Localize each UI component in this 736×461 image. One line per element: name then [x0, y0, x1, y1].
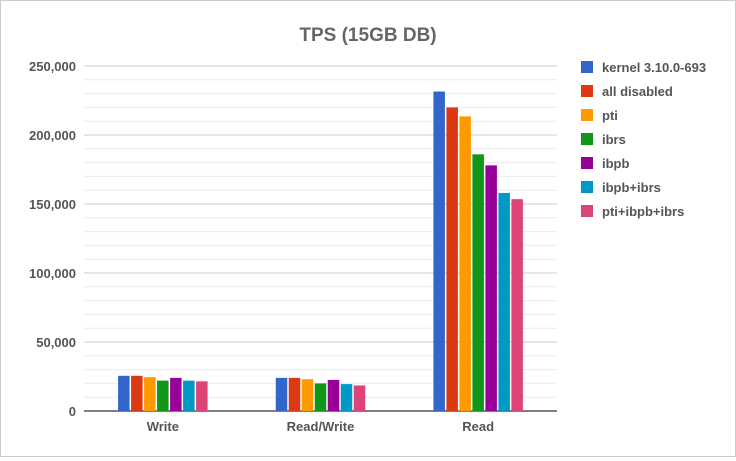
- legend-swatch: [581, 157, 593, 169]
- y-tick-label: 200,000: [29, 128, 76, 143]
- legend-label: kernel 3.10.0-693: [602, 60, 706, 75]
- bar: [183, 380, 195, 411]
- y-tick-label: 100,000: [29, 266, 76, 281]
- legend-swatch: [581, 109, 593, 121]
- bar: [275, 377, 288, 411]
- bar: [131, 375, 143, 411]
- legend-label: ibpb: [602, 156, 629, 171]
- bar: [459, 116, 471, 412]
- bar: [144, 377, 156, 411]
- legend-label: ibrs: [602, 132, 626, 147]
- bar: [498, 192, 510, 411]
- x-axis-tick-labels: Write Read/Write Read: [147, 419, 494, 434]
- bar: [433, 91, 445, 411]
- legend-swatch: [581, 205, 593, 217]
- bar: [301, 379, 314, 411]
- y-tick-label: 250,000: [29, 59, 76, 74]
- bars: [118, 91, 523, 412]
- bar: [196, 381, 208, 411]
- legend-label: ibpb+ibrs: [602, 180, 661, 195]
- x-tick-label: Read/Write: [287, 419, 355, 434]
- y-tick-label: 150,000: [29, 197, 76, 212]
- bar: [170, 377, 182, 411]
- bar: [446, 107, 458, 412]
- y-tick-label: 0: [69, 404, 76, 419]
- x-tick-label: Read: [462, 419, 494, 434]
- bar: [288, 377, 301, 411]
- legend-swatch: [581, 181, 593, 193]
- bar: [118, 375, 130, 411]
- y-axis-tick-labels: 0 50,000 100,000 150,000 200,000 250,000: [29, 59, 76, 419]
- legend: kernel 3.10.0-693 all disabled pti ibrs ibpb…: [581, 60, 706, 219]
- bar: [327, 379, 340, 411]
- legend-swatch: [581, 85, 593, 97]
- y-tick-label: 50,000: [36, 335, 76, 350]
- bar: [353, 385, 366, 411]
- bar: [511, 199, 523, 411]
- x-tick-label: Write: [147, 419, 179, 434]
- bar: [340, 384, 353, 411]
- bar: [472, 154, 484, 411]
- legend-swatch: [581, 61, 593, 73]
- legend-label: all disabled: [602, 84, 673, 99]
- legend-swatch: [581, 133, 593, 145]
- legend-label: pti: [602, 108, 618, 123]
- bar: [485, 165, 497, 411]
- bar: [314, 383, 327, 411]
- chart-title: TPS (15GB DB): [299, 25, 436, 46]
- bar: [157, 380, 169, 411]
- legend-label: pti+ibpb+ibrs: [602, 204, 684, 219]
